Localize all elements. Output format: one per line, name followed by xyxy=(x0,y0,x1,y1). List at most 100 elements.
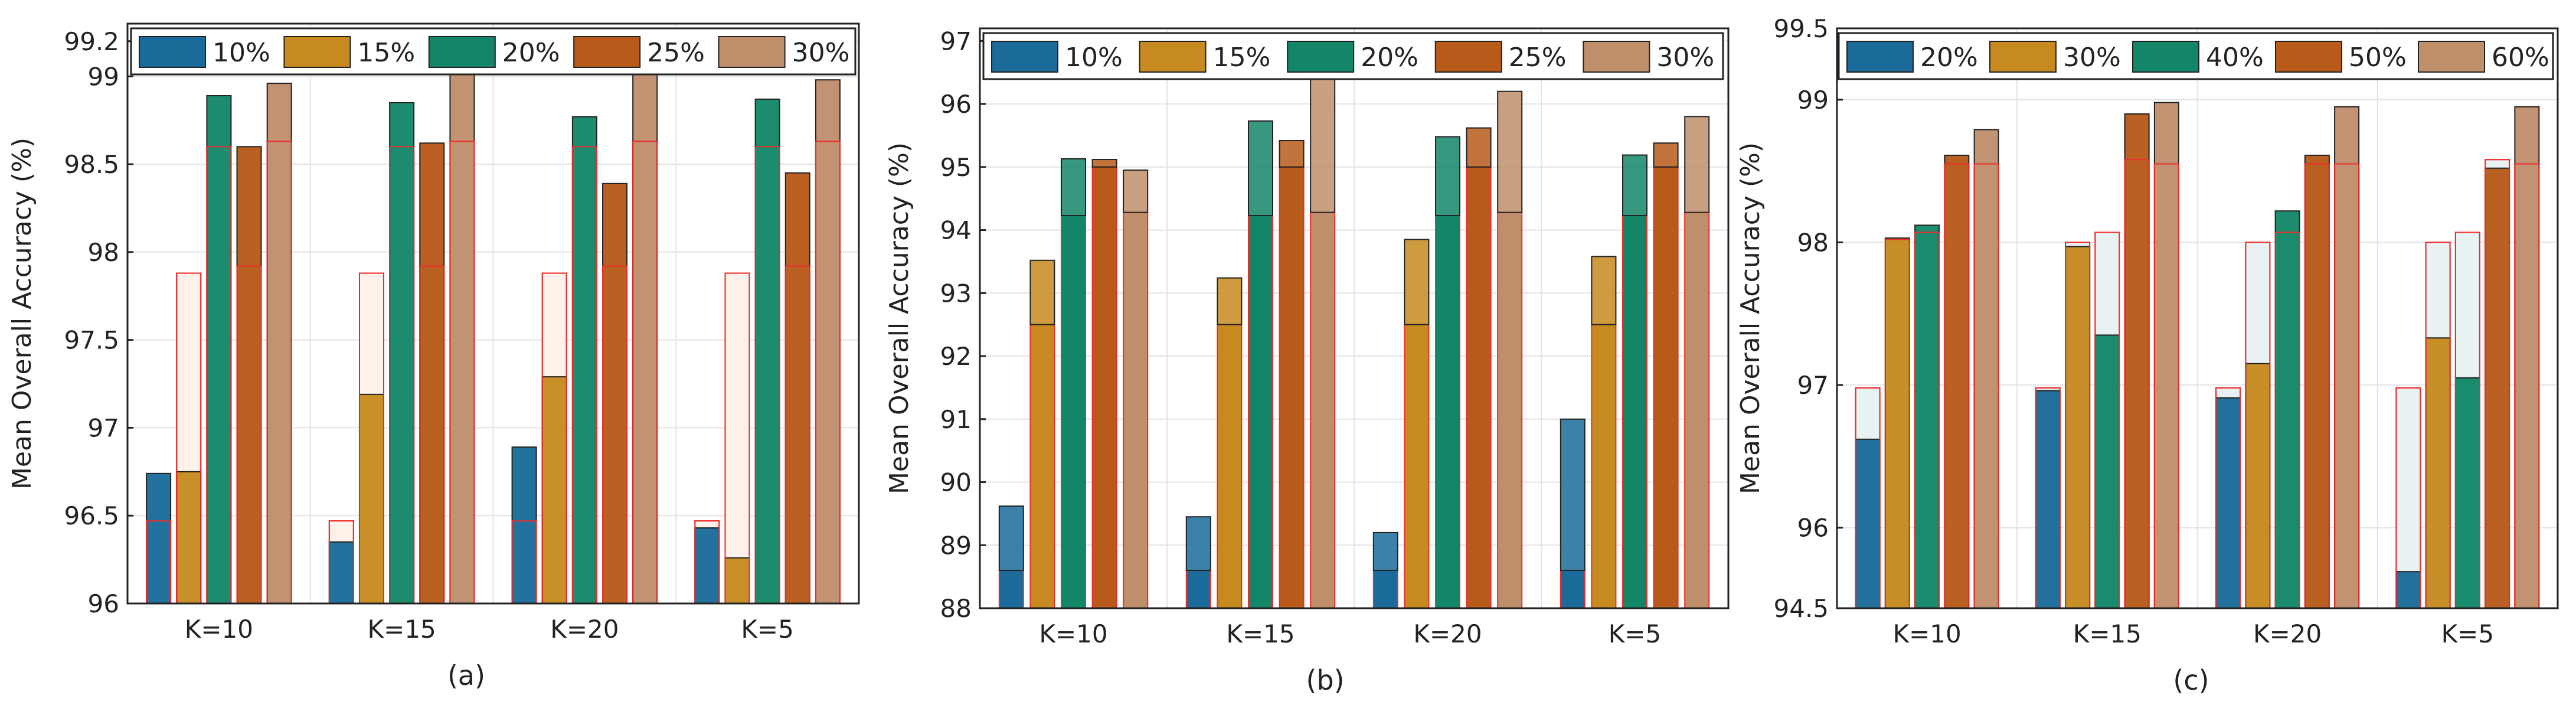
legend-label-10%: 10% xyxy=(213,38,270,68)
baseline-bar-10%-K=10 xyxy=(998,569,1024,609)
y-tick-label: 99.2 xyxy=(64,27,119,56)
bar-15%-K=5 xyxy=(724,557,750,605)
bar-10%-K=5 xyxy=(694,527,720,604)
legend-swatch-10% xyxy=(991,41,1058,73)
bar-10%-K=10 xyxy=(146,472,172,604)
y-tick-label: 96 xyxy=(88,589,119,618)
legend-swatch-15% xyxy=(283,36,351,68)
bar-30%-K=10 xyxy=(1884,237,1910,609)
legend-label-15%: 15% xyxy=(1213,43,1271,73)
bar-30%-K=20 xyxy=(1497,90,1523,213)
chart-panel-b: K=10 K=15 K=20 K=5 88 89 90 91 92 93 94 95 96 97 Mean … xyxy=(884,27,1730,696)
baseline-bar-25%-K=5 xyxy=(1653,166,1679,609)
y-tick-label: 96.5 xyxy=(64,501,119,530)
plot-frame xyxy=(979,27,1730,609)
bar-15%-K=20 xyxy=(541,376,567,604)
legend: 10% 15% 20% 25% 30% xyxy=(982,32,1724,80)
baseline-bar-30%-K=15 xyxy=(1310,211,1336,609)
y-tick-label: 89 xyxy=(940,531,972,560)
x-tick-label: K=15 xyxy=(2073,619,2142,648)
legend-label-10%: 10% xyxy=(1065,43,1123,73)
bar-60%-K=15 xyxy=(2153,102,2179,609)
bar-50%-K=10 xyxy=(1944,155,1970,609)
baseline-bar-10%-K=20 xyxy=(1372,569,1398,609)
bar-40%-K=5 xyxy=(2454,377,2480,609)
legend-swatch-30% xyxy=(718,36,786,68)
legend-label-25%: 25% xyxy=(1509,43,1567,73)
bar-40%-K=20 xyxy=(2274,210,2300,609)
y-tick-label: 94 xyxy=(940,216,972,245)
bar-30%-K=15 xyxy=(2065,246,2091,609)
legend: 10% 15% 20% 25% 30% xyxy=(130,27,857,76)
baseline-bar-15%-K=5 xyxy=(1591,324,1617,609)
legend-label-60%: 60% xyxy=(2492,43,2549,73)
legend-swatch-15% xyxy=(1139,41,1207,73)
x-tick-label: K=10 xyxy=(185,615,253,644)
legend-label-30%: 30% xyxy=(2063,43,2121,73)
bar-20%-K=10 xyxy=(1061,158,1086,217)
bar-50%-K=15 xyxy=(2124,113,2150,609)
bar-15%-K=10 xyxy=(1029,259,1055,325)
baseline-bar-20%-K=5 xyxy=(1622,215,1647,609)
legend-label-25%: 25% xyxy=(647,38,705,68)
chart-panel-c: K=10 K=15 K=20 K=5 94.5 96 97 98 99 99.5 Mean Over… xyxy=(1735,14,2559,696)
legend-label-30%: 30% xyxy=(792,38,850,68)
bar-60%-K=20 xyxy=(2334,106,2360,609)
legend-swatch-20% xyxy=(1287,41,1355,73)
legend-swatch-60% xyxy=(2418,41,2485,73)
x-tick-label: K=10 xyxy=(1039,619,1107,648)
y-tick-label: 98 xyxy=(88,238,119,267)
panel-label: (c) xyxy=(2173,664,2209,696)
panel-label: (a) xyxy=(447,660,485,691)
y-axis-label: Mean Overall Accuracy (%) xyxy=(7,138,37,490)
y-tick-label: 98 xyxy=(1797,228,1829,257)
bar-20%-K=15 xyxy=(1248,120,1273,217)
baseline-bar-15%-K=20 xyxy=(1404,324,1430,609)
x-tick-label: K=15 xyxy=(368,615,436,644)
legend-label-20%: 20% xyxy=(1920,43,1978,73)
legend: 20% 30% 40% 50% 60% xyxy=(1838,32,2554,80)
y-tick-label: 96 xyxy=(1797,514,1829,543)
y-tick-label: 94.5 xyxy=(1773,594,1829,623)
bar-50%-K=20 xyxy=(2304,155,2330,609)
bar-20%-K=20 xyxy=(571,116,597,604)
y-axis-label: Mean Overall Accuracy (%) xyxy=(1735,142,1766,494)
bar-20%-K=15 xyxy=(389,102,415,604)
y-tick-label: 88 xyxy=(940,594,972,623)
bar-20%-K=5 xyxy=(754,98,780,604)
x-tick-label: K=20 xyxy=(550,615,619,644)
legend-swatch-50% xyxy=(2275,41,2342,73)
bar-30%-K=5 xyxy=(815,79,841,604)
legend-swatch-25% xyxy=(1434,41,1502,73)
x-tick-label: K=20 xyxy=(2253,619,2322,648)
chart-panel-a: K=10 K=15 K=20 K=5 96 96.5 97 97.5 98 98.5 99 99.2 M… xyxy=(7,22,860,691)
y-tick-label: 97 xyxy=(940,27,972,56)
x-tick-label: K=10 xyxy=(1893,619,1962,648)
baseline-bar-10%-K=5 xyxy=(1560,569,1586,609)
legend-label-20%: 20% xyxy=(1361,43,1418,73)
bar-10%-K=5 xyxy=(1560,418,1586,571)
bar-30%-K=10 xyxy=(1123,169,1149,213)
bar-30%-K=20 xyxy=(2245,363,2271,609)
bar-15%-K=10 xyxy=(176,471,202,604)
x-tick-label: K=20 xyxy=(1413,619,1482,648)
legend-swatch-25% xyxy=(573,36,641,68)
legend-label-30%: 30% xyxy=(1656,43,1714,73)
legend-label-40%: 40% xyxy=(2206,43,2264,73)
bar-60%-K=5 xyxy=(2514,106,2540,609)
y-tick-label: 98.5 xyxy=(64,150,119,179)
plot-frame xyxy=(1836,27,2559,609)
legend-swatch-20% xyxy=(428,36,496,68)
y-tick-label: 91 xyxy=(940,405,972,434)
bar-10%-K=15 xyxy=(328,541,354,605)
baseline-bar-25%-K=20 xyxy=(1466,166,1492,609)
y-axis-label: Mean Overall Accuracy (%) xyxy=(884,142,914,494)
y-tick-label: 99 xyxy=(1797,86,1829,115)
bar-15%-K=15 xyxy=(358,393,384,604)
bar-20%-K=15 xyxy=(2035,390,2061,609)
legend-swatch-40% xyxy=(2132,41,2199,73)
y-tick-label: 97 xyxy=(88,413,119,442)
bar-15%-K=20 xyxy=(1404,239,1430,325)
bar-40%-K=15 xyxy=(2094,334,2120,609)
legend-label-15%: 15% xyxy=(357,38,415,68)
